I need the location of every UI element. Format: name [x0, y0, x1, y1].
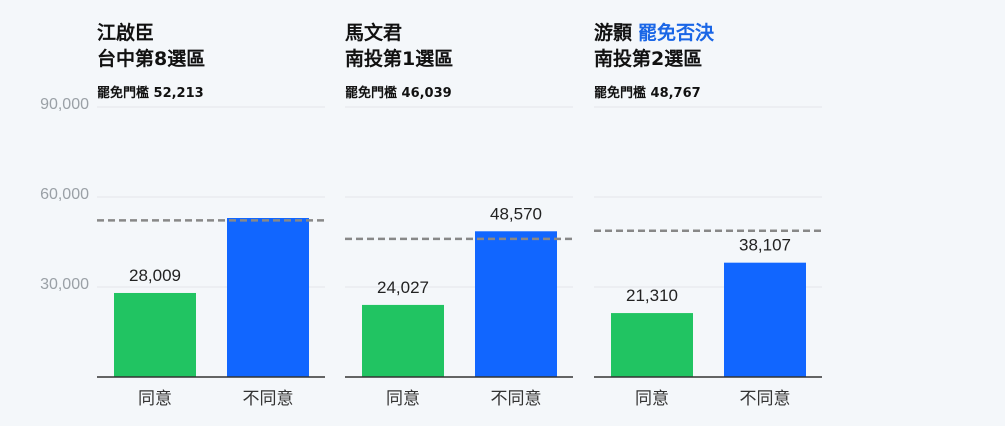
- candidate-name: 馬文君: [345, 22, 403, 44]
- bar-chart-3: 21,310 38,107 同意 不同意: [594, 106, 822, 409]
- panel-title: 江啟臣 台中第8選區: [97, 20, 205, 72]
- panel-title: 游顥 罷免否決 南投第2選區: [594, 20, 714, 72]
- x-tick-label: 不同意: [740, 389, 791, 409]
- district-name: 台中第8選區: [97, 48, 206, 70]
- y-tick-label: 30,000: [40, 276, 89, 293]
- bar-value-label: 48,570: [490, 204, 542, 223]
- x-tick-label: 不同意: [491, 389, 542, 409]
- x-tick-label: 同意: [386, 389, 420, 409]
- bar-agree: [611, 313, 693, 377]
- recall-status-tag: 罷免否決: [638, 22, 715, 44]
- chart-panel-2: 馬文君 南投第1選區 罷免門檻 46,039 24,027 48,570 同意 不同意: [345, 0, 573, 426]
- threshold-label: 罷免門檻 48,767: [594, 86, 701, 101]
- bar-chart-1: 28,009 同意 不同意: [97, 106, 325, 409]
- bar-disagree: [227, 218, 309, 377]
- x-tick-label: 不同意: [243, 389, 294, 409]
- bar-chart-2: 24,027 48,570 同意 不同意: [345, 106, 573, 409]
- bar-agree: [362, 304, 444, 377]
- x-tick-label: 同意: [138, 389, 172, 409]
- bar-disagree: [724, 262, 806, 377]
- district-name: 南投第2選區: [594, 48, 703, 70]
- panel-title: 馬文君 南投第1選區: [345, 20, 453, 72]
- x-tick-label: 同意: [635, 389, 669, 409]
- bar-value-label: 21,310: [626, 286, 678, 305]
- candidate-name: 游顥: [594, 22, 633, 44]
- threshold-label: 罷免門檻 52,213: [97, 86, 204, 101]
- bar-value-label: 24,027: [377, 278, 429, 297]
- candidate-name: 江啟臣: [97, 22, 155, 44]
- bar-value-label: 28,009: [129, 266, 181, 285]
- y-tick-label: 60,000: [40, 186, 89, 203]
- y-axis: 90,000 60,000 30,000: [0, 0, 95, 426]
- y-tick-label: 90,000: [40, 96, 89, 113]
- bar-disagree: [475, 231, 557, 377]
- district-name: 南投第1選區: [345, 48, 454, 70]
- chart-panel-1: 江啟臣 台中第8選區 罷免門檻 52,213 28,009 同意 不同意: [97, 0, 325, 426]
- bar-agree: [114, 292, 196, 377]
- bar-value-label: 38,107: [739, 236, 791, 255]
- chart-panel-3: 游顥 罷免否決 南投第2選區 罷免門檻 48,767 21,310 38,107 同意…: [594, 0, 822, 426]
- threshold-label: 罷免門檻 46,039: [345, 86, 452, 101]
